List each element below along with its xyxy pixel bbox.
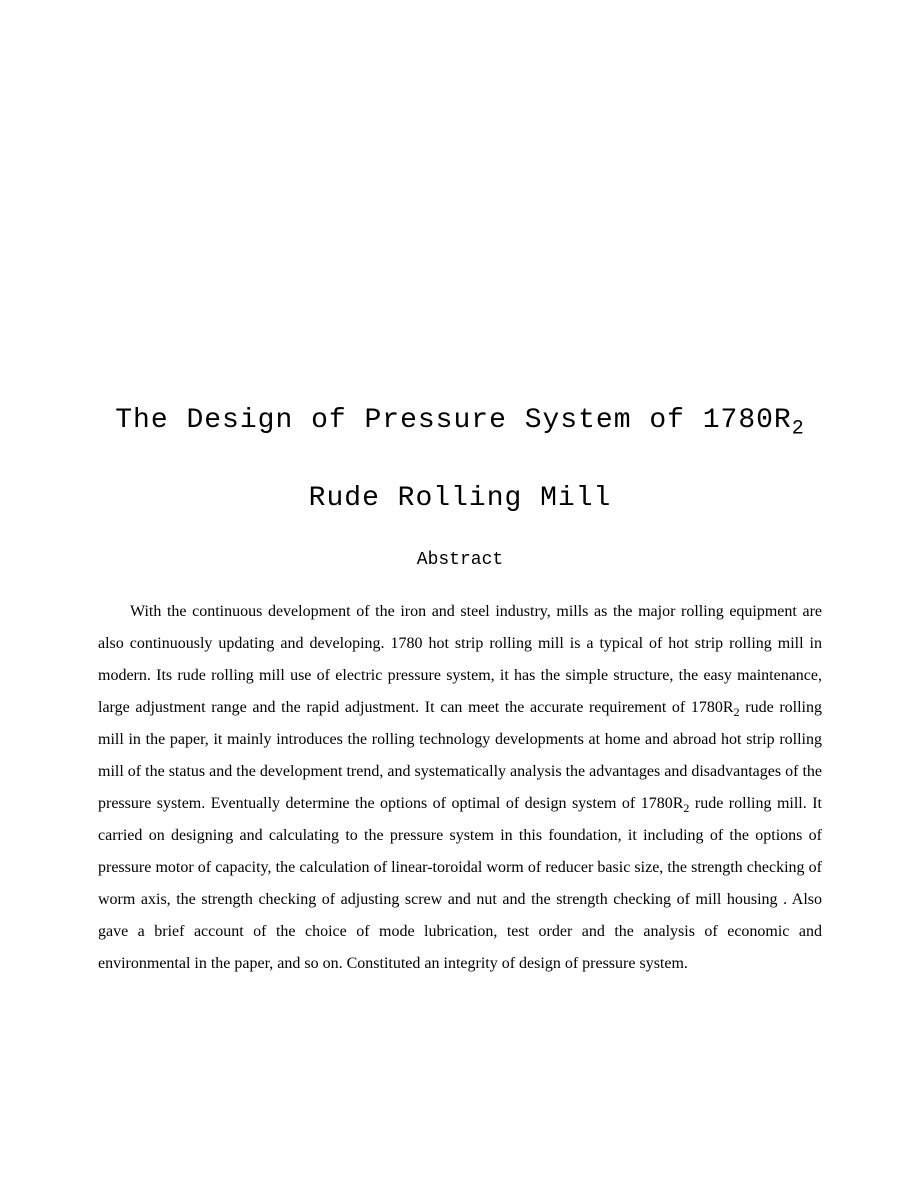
paper-title-line2: Rude Rolling Mill xyxy=(98,483,822,514)
abstract-heading: Abstract xyxy=(98,550,822,570)
abstract-body: With the continuous development of the i… xyxy=(98,596,822,980)
paper-title-line1: The Design of Pressure System of 1780R2 xyxy=(98,400,822,445)
abstract-text-part3: rude rolling mill. It carried on designi… xyxy=(98,795,822,972)
title-subscript: 2 xyxy=(792,418,805,441)
page-content: The Design of Pressure System of 1780R2 … xyxy=(0,0,920,980)
abstract-text-part1: With the continuous development of the i… xyxy=(98,603,822,716)
title-text-prefix: The Design of Pressure System of 1780R xyxy=(115,405,792,436)
